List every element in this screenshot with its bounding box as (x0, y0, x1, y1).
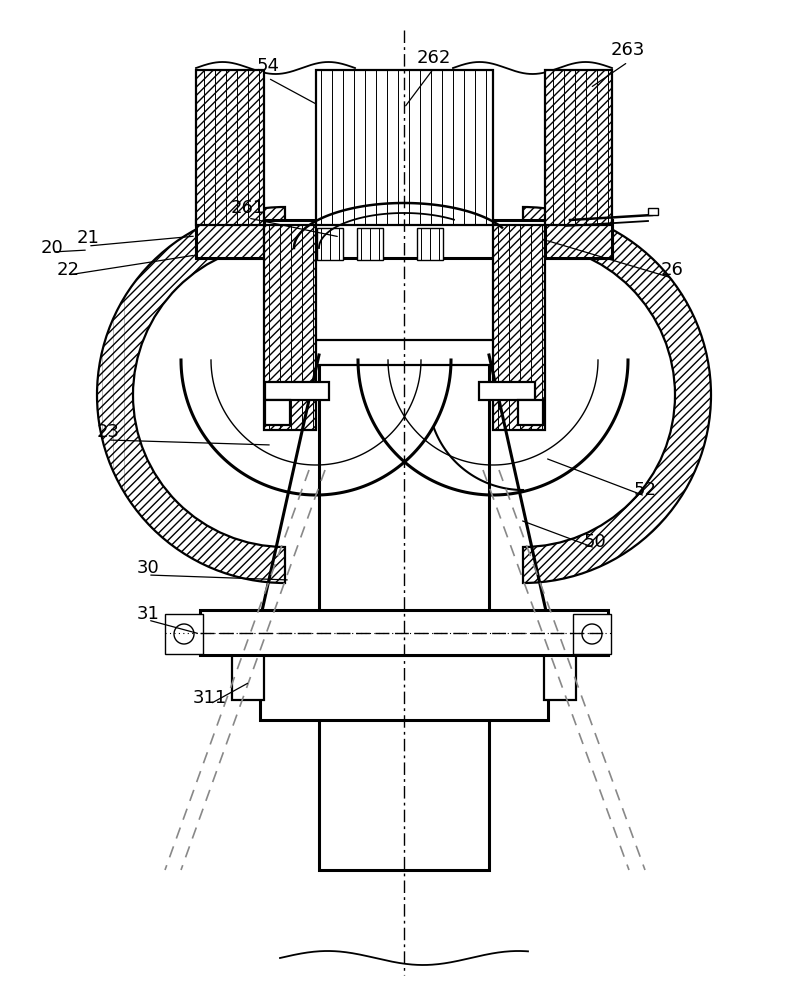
Bar (232, 655, 264, 700)
Text: 54: 54 (256, 57, 280, 75)
Wedge shape (523, 207, 711, 583)
Bar (200, 610, 608, 655)
Bar (165, 614, 203, 654)
Bar (265, 382, 329, 400)
Bar (648, 208, 658, 215)
Bar (196, 220, 612, 258)
Text: 23: 23 (96, 423, 120, 441)
Bar (260, 655, 548, 720)
Bar (417, 228, 443, 260)
Wedge shape (97, 207, 285, 583)
Bar (196, 220, 264, 258)
Text: 30: 30 (137, 559, 159, 577)
Text: 311: 311 (193, 689, 227, 707)
Bar (319, 355, 489, 870)
Bar (357, 228, 383, 260)
Text: 262: 262 (417, 49, 451, 67)
Text: 263: 263 (611, 41, 645, 59)
Text: 21: 21 (77, 229, 99, 247)
Bar (317, 228, 343, 260)
Bar (544, 655, 576, 700)
Bar (265, 400, 290, 425)
Bar (299, 340, 509, 365)
Bar (545, 70, 612, 225)
Bar (493, 225, 545, 430)
Text: 20: 20 (40, 239, 63, 257)
Text: 52: 52 (633, 481, 656, 499)
Bar (573, 614, 611, 654)
Text: 50: 50 (583, 533, 606, 551)
Bar (196, 70, 264, 225)
Bar (479, 382, 535, 400)
Text: 261: 261 (231, 199, 265, 217)
Bar (518, 400, 543, 425)
Text: 22: 22 (57, 261, 79, 279)
Bar (545, 220, 612, 258)
Text: 31: 31 (137, 605, 159, 623)
Text: 26: 26 (661, 261, 684, 279)
Bar (316, 70, 493, 225)
Bar (264, 225, 316, 430)
